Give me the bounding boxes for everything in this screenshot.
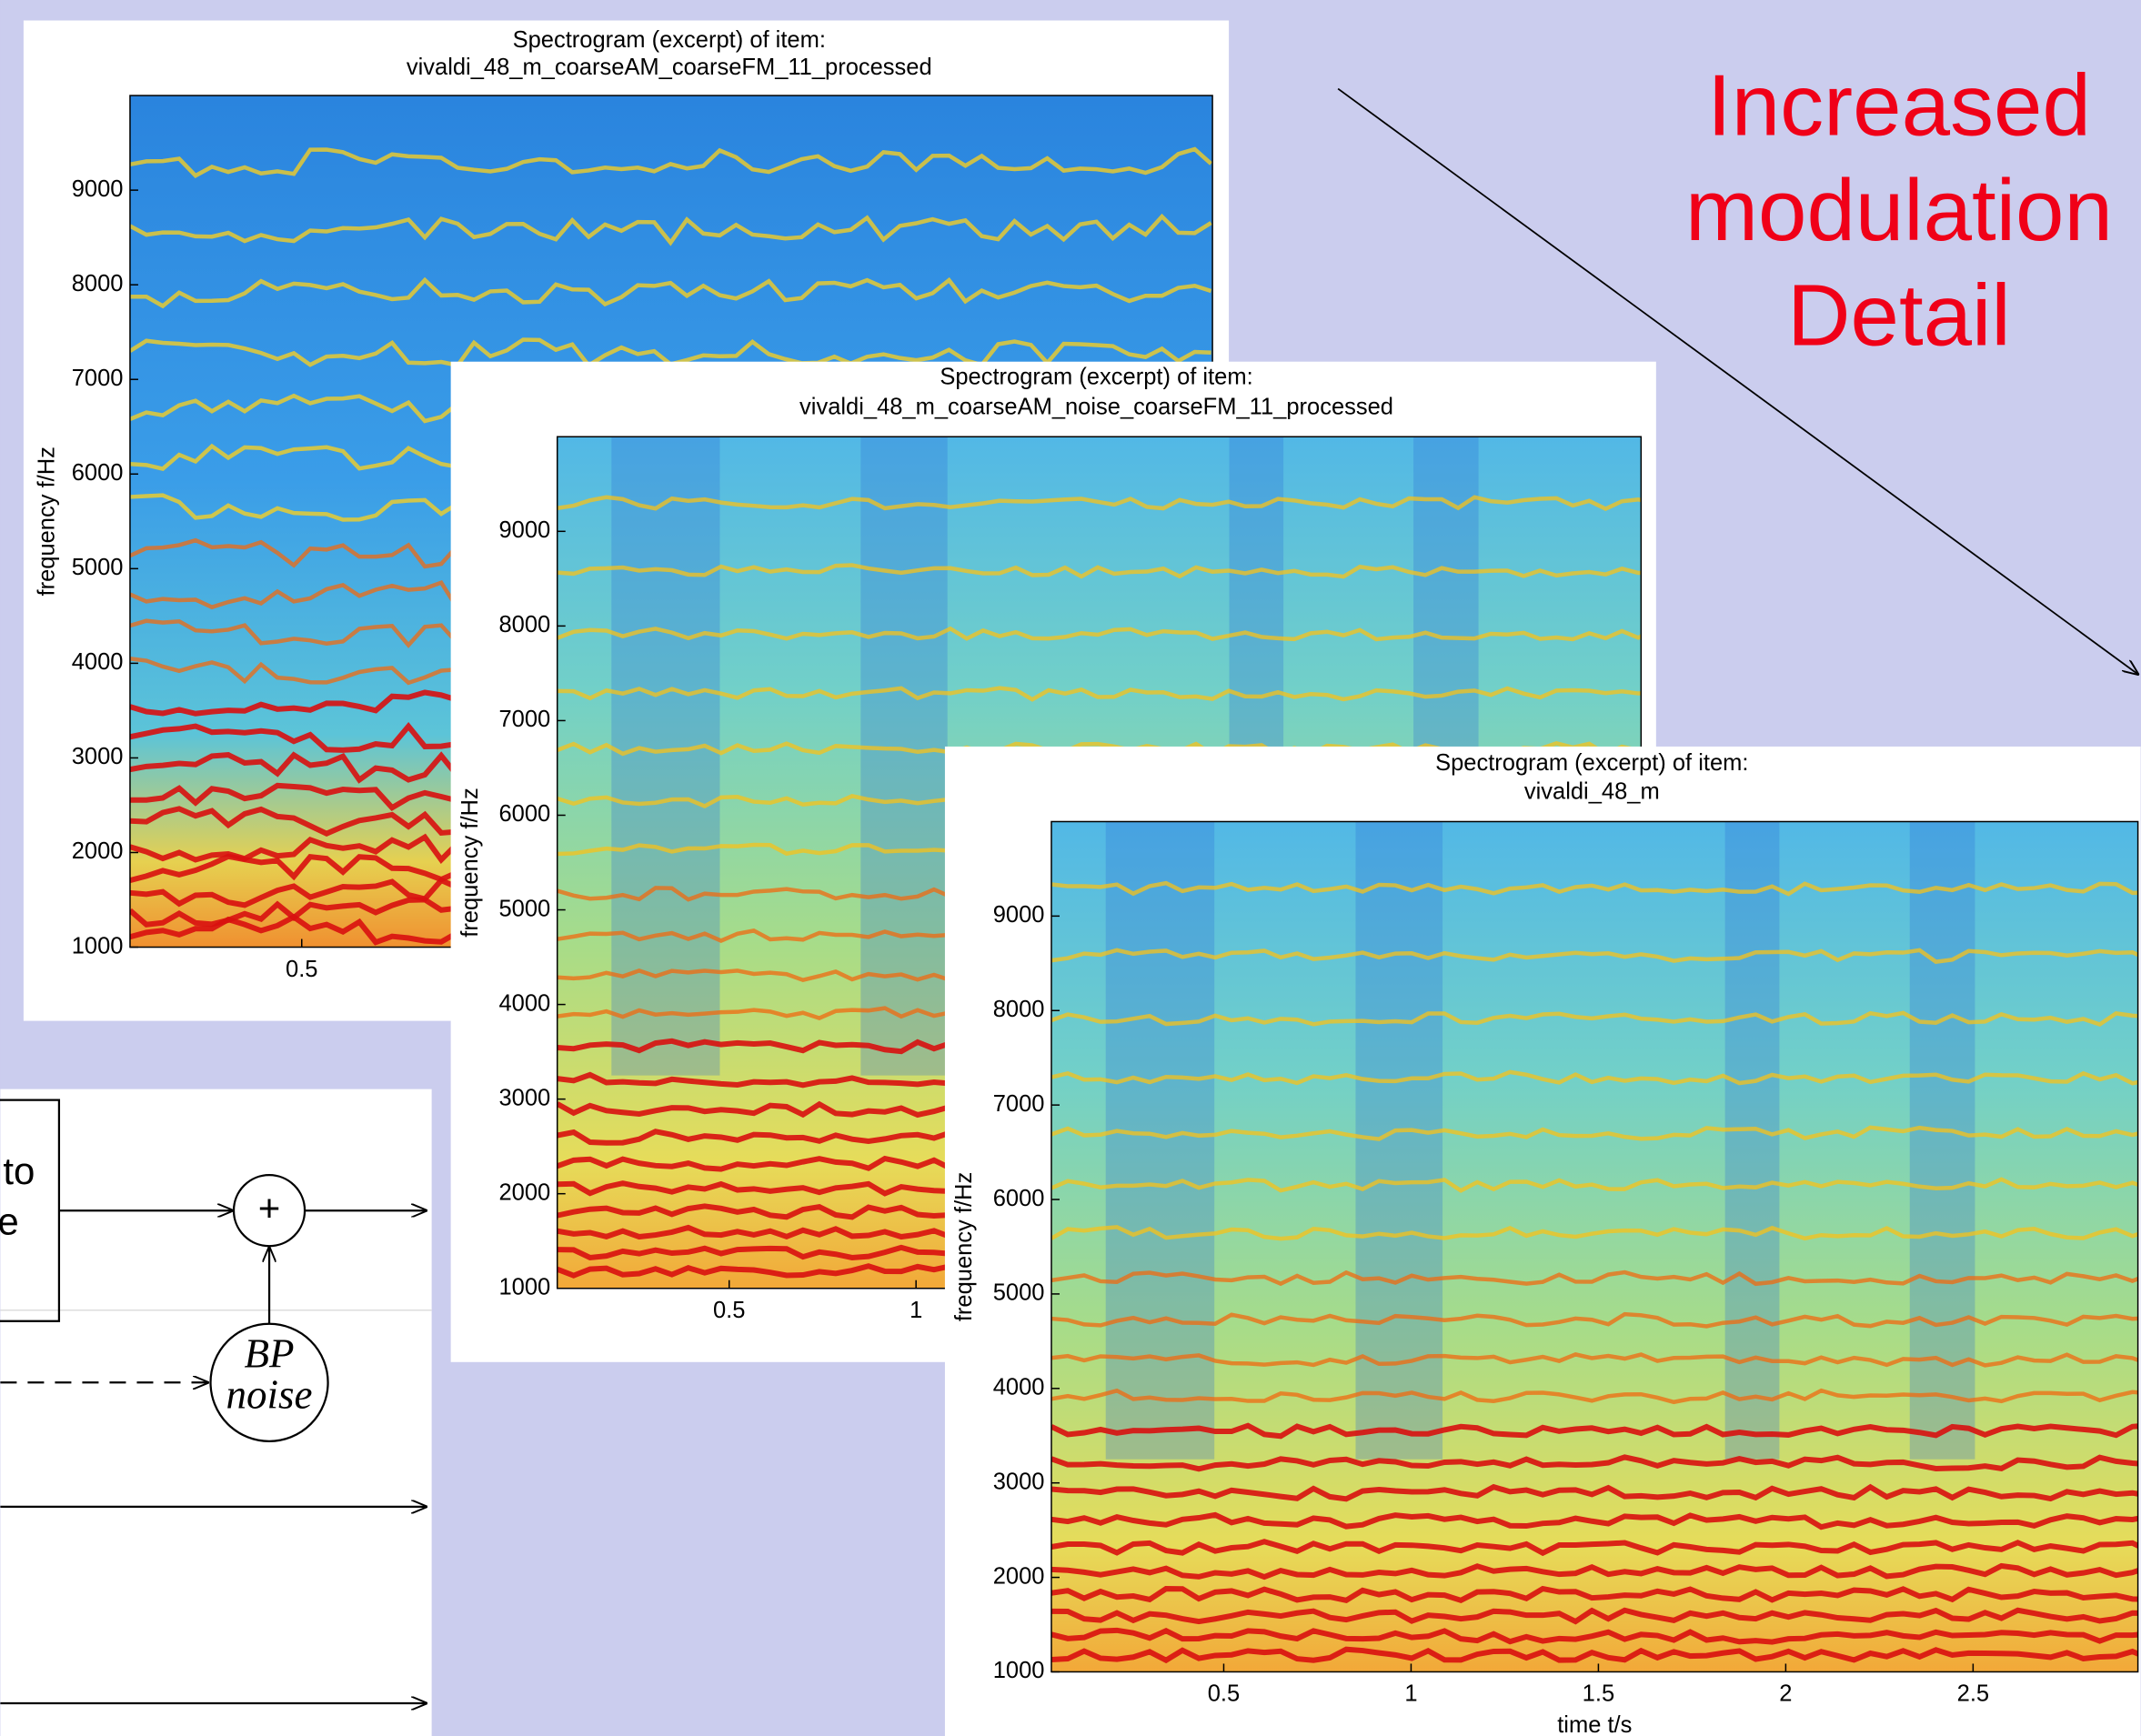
diagram-panel bbox=[0, 1089, 432, 1736]
harmonic-band bbox=[1050, 1539, 2138, 1557]
box-text: e bbox=[0, 1199, 19, 1242]
spectrogram-figure: Spectrogram (excerpt) of item: vivaldi_48… bbox=[944, 746, 2141, 1736]
spectrogram-background bbox=[1050, 821, 2138, 1672]
onset-column bbox=[1105, 821, 1215, 1460]
y-tick-label: 2000 bbox=[993, 1563, 1045, 1589]
plot-title: Spectrogram (excerpt) of item: bbox=[1435, 750, 1748, 776]
x-tick-label: 1 bbox=[1404, 1681, 1417, 1707]
y-tick-label: 9000 bbox=[993, 902, 1045, 928]
plot-title: vivaldi_48_m bbox=[1524, 779, 1660, 805]
harmonic-band bbox=[1050, 1069, 2138, 1086]
y-tick-label: 1000 bbox=[72, 933, 124, 958]
y-tick-label: 3000 bbox=[993, 1469, 1045, 1494]
direction-arrow bbox=[1337, 87, 2137, 675]
y-tick-label: 7000 bbox=[498, 707, 550, 732]
plot-title: Spectrogram (excerpt) of item: bbox=[513, 27, 826, 53]
onset-column bbox=[1724, 821, 1780, 1460]
harmonic-band bbox=[1050, 1225, 2138, 1241]
x-tick-label: 0.5 bbox=[1208, 1681, 1240, 1707]
diagram: to e + BP noise bbox=[0, 1089, 432, 1736]
noise-source bbox=[209, 1322, 329, 1442]
y-tick-label: 7000 bbox=[993, 1091, 1045, 1117]
harmonic-band bbox=[557, 495, 1642, 511]
y-tick-label: 3000 bbox=[72, 744, 124, 769]
harmonic-band bbox=[1050, 1511, 2138, 1530]
y-axis-label: frequency f/Hz bbox=[35, 447, 60, 596]
harmonic-band bbox=[1050, 948, 2138, 964]
y-tick-label: 4000 bbox=[498, 990, 550, 1016]
harmonic-band bbox=[1050, 1585, 2138, 1604]
harmonic-band bbox=[1050, 1627, 2138, 1645]
harmonic-band bbox=[1050, 1311, 2138, 1329]
harmonic-band bbox=[1050, 880, 2138, 897]
noise-label: noise bbox=[226, 1372, 313, 1418]
y-axis-label: frequency f/Hz bbox=[457, 788, 483, 937]
harmonic-band bbox=[1050, 1177, 2138, 1193]
harmonic-band bbox=[1050, 1607, 2138, 1625]
y-tick-label: 1000 bbox=[498, 1274, 550, 1299]
x-tick-label: 2 bbox=[1779, 1681, 1792, 1707]
process-box bbox=[0, 1099, 61, 1322]
y-tick-label: 8000 bbox=[72, 271, 124, 296]
plot-title: vivaldi_48_m_coarseAM_noise_coarseFM_11_… bbox=[799, 394, 1393, 419]
harmonic-band bbox=[1050, 1269, 2138, 1287]
y-tick-label: 8000 bbox=[993, 997, 1045, 1022]
heading: Increased bbox=[1707, 56, 2091, 154]
harmonic-band bbox=[557, 626, 1642, 642]
y-tick-label: 5000 bbox=[72, 555, 124, 580]
harmonic-band bbox=[129, 276, 1212, 309]
harmonic-band bbox=[1050, 1483, 2138, 1502]
harmonic-band bbox=[1050, 1125, 2138, 1141]
harmonic-band bbox=[129, 146, 1213, 178]
axes-frame bbox=[1050, 820, 2139, 1673]
y-tick-label: 6000 bbox=[993, 1186, 1045, 1211]
y-tick-label: 8000 bbox=[498, 612, 550, 637]
y-tick-label: 4000 bbox=[993, 1375, 1045, 1400]
y-tick-label: 2000 bbox=[72, 838, 124, 864]
harmonic-band bbox=[1050, 1388, 2138, 1405]
y-tick-label: 9000 bbox=[498, 517, 550, 543]
y-tick-label: 6000 bbox=[498, 801, 550, 827]
box-text: to bbox=[3, 1149, 35, 1192]
onset-column bbox=[1355, 821, 1443, 1460]
x-tick-label: 2.5 bbox=[1957, 1681, 1989, 1707]
y-tick-label: 9000 bbox=[72, 176, 124, 202]
x-axis-label: time t/s bbox=[1557, 1712, 1632, 1736]
noise-label: BP bbox=[245, 1331, 295, 1377]
y-tick-label: 7000 bbox=[72, 366, 124, 391]
harmonic-band bbox=[1050, 1352, 2138, 1368]
x-tick-label: 1 bbox=[910, 1298, 922, 1323]
harmonic-band bbox=[1050, 1646, 2138, 1664]
harmonic-band bbox=[1050, 1422, 2138, 1440]
plot-title: vivaldi_48_m_coarseAM_coarseFM_11_proces… bbox=[407, 55, 932, 80]
y-tick-label: 1000 bbox=[993, 1658, 1045, 1683]
harmonic-band bbox=[129, 213, 1212, 246]
plot-title: Spectrogram (excerpt) of item: bbox=[940, 364, 1252, 389]
onset-column bbox=[1909, 821, 1975, 1460]
y-tick-label: 2000 bbox=[498, 1179, 550, 1205]
heading: modulation bbox=[1685, 162, 2113, 259]
y-tick-label: 3000 bbox=[498, 1085, 550, 1110]
onset-column bbox=[611, 437, 720, 1076]
x-tick-label: 0.5 bbox=[713, 1298, 745, 1323]
harmonic-band bbox=[557, 563, 1642, 579]
y-tick-label: 4000 bbox=[72, 649, 124, 675]
harmonic-band bbox=[557, 686, 1642, 702]
harmonic-band bbox=[1050, 1562, 2138, 1580]
y-axis-label: frequency f/Hz bbox=[951, 1172, 977, 1321]
x-tick-label: 0.5 bbox=[286, 957, 317, 982]
harmonic-band bbox=[1050, 1454, 2138, 1472]
onset-column bbox=[860, 437, 948, 1076]
harmonic-band bbox=[1050, 1010, 2138, 1027]
heading: Detail bbox=[1787, 267, 2011, 365]
x-tick-label: 1.5 bbox=[1583, 1681, 1614, 1707]
y-tick-label: 5000 bbox=[498, 896, 550, 921]
adder-symbol: + bbox=[258, 1186, 281, 1229]
spectrogram-image bbox=[1050, 821, 2138, 1672]
y-tick-label: 5000 bbox=[993, 1280, 1045, 1306]
y-tick-label: 6000 bbox=[72, 460, 124, 486]
